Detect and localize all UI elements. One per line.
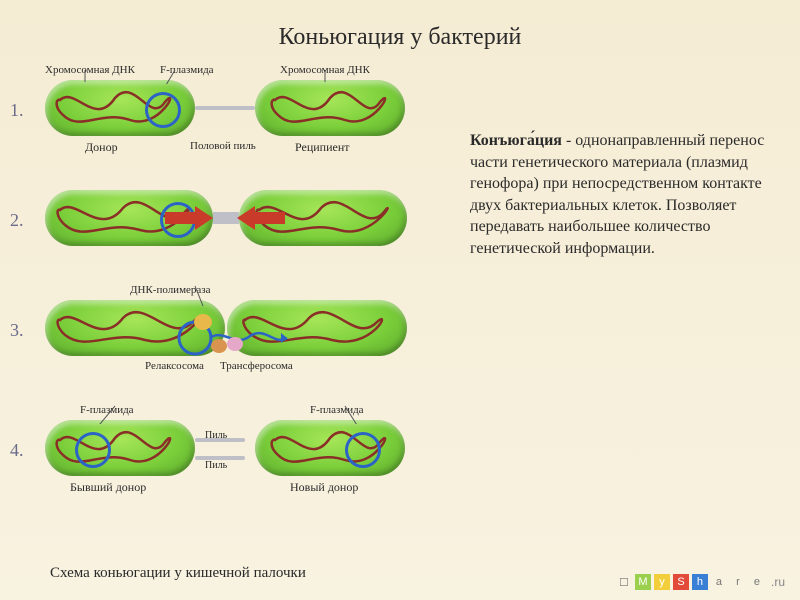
label-donor: Донор [85,140,118,155]
logo-suffix: .ru [771,575,785,589]
f-plasmid-4a [75,432,111,468]
donor-bact-1 [45,80,195,136]
logo-char: a [711,574,727,590]
step-4-row: Пиль Пиль Бывший донор Новый донор [45,420,425,510]
logo-char: y [654,574,670,590]
step-3-num: 3. [10,320,24,341]
logo-char: M [635,574,651,590]
label-pilus-s2: Пиль [205,460,227,471]
page-title: Коньюгация у бактерий [0,24,800,51]
conjugation-diagram: Хромосомная ДНК F-плазмида Хромосомная Д… [20,70,440,530]
logo-char: ☐ [616,574,632,590]
label-pilus-s1: Пиль [205,430,227,441]
label-pilus: Половой пиль [190,140,256,152]
description-text: Конъюга́ция - однонаправленный перенос ч… [470,130,770,260]
watermark-logo: ☐ M y S h a r e .ru [616,574,785,590]
label-recipient: Реципиент [295,140,350,155]
label-relax: Релаксосома [145,360,204,372]
desc-body: - однонаправленный перенос части генетич… [470,132,764,257]
logo-char: r [730,574,746,590]
label-former-donor: Бывший донор [70,480,146,495]
step-3-row: Релаксосома Трансферосома [45,300,425,390]
logo-char: e [749,574,765,590]
logo-char: S [673,574,689,590]
transfer-complex [165,308,295,358]
label-new-donor: Новый донор [290,480,358,495]
term: Конъюга́ция [470,132,562,149]
step-2-row [45,190,425,280]
logo-char: h [692,574,708,590]
former-donor-bact [45,420,195,476]
recipient-bact-1 [255,80,405,136]
step-1-num: 1. [10,100,24,121]
step-1-row: Донор Половой пиль Реципиент [45,80,425,170]
arrows-2 [165,204,285,232]
step-2-num: 2. [10,210,24,231]
diagram-caption: Схема коньюгации у кишечной палочки [50,565,306,582]
step-4-num: 4. [10,440,24,461]
label-transf: Трансферосома [220,360,293,372]
new-donor-bact [255,420,405,476]
pilus-1 [195,106,255,110]
f-plasmid-1 [145,92,181,128]
f-plasmid-4b [345,432,381,468]
